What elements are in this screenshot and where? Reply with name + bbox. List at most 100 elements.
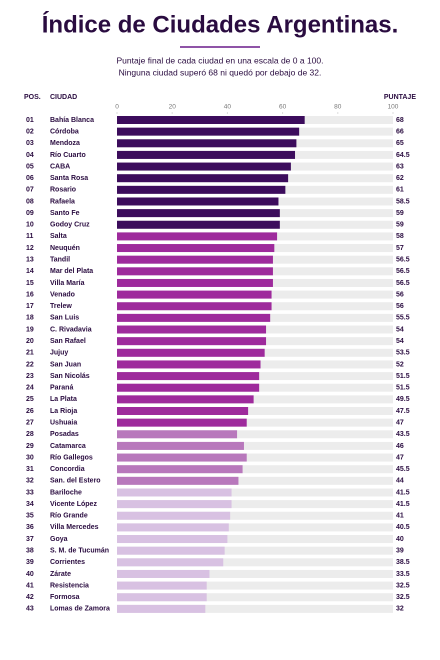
value-label: 63 bbox=[396, 163, 404, 170]
city-label: Santa Rosa bbox=[50, 175, 88, 182]
value-label: 56.5 bbox=[396, 268, 410, 275]
city-label: Goya bbox=[50, 536, 68, 543]
value-label: 54 bbox=[396, 326, 404, 333]
chart-title: Índice de Ciudades Argentinas. bbox=[42, 10, 399, 38]
bar-track bbox=[117, 441, 393, 450]
value-label: 65 bbox=[396, 140, 404, 147]
bar bbox=[117, 139, 297, 148]
position-label: 16 bbox=[26, 291, 34, 298]
city-label: Río Gallegos bbox=[50, 454, 93, 461]
city-label: Mar del Plata bbox=[50, 268, 93, 275]
bar-track bbox=[117, 395, 393, 404]
bar-track bbox=[117, 488, 393, 497]
position-label: 06 bbox=[26, 175, 34, 182]
city-label: Godoy Cruz bbox=[50, 222, 90, 229]
city-label: Catamarca bbox=[50, 443, 86, 450]
value-label: 41 bbox=[396, 513, 404, 520]
bar bbox=[117, 593, 207, 602]
value-label: 62 bbox=[396, 175, 404, 182]
city-label: Jujuy bbox=[50, 350, 68, 357]
value-label: 56.5 bbox=[396, 257, 410, 264]
position-label: 21 bbox=[26, 350, 34, 357]
bar bbox=[117, 313, 271, 322]
bar-track bbox=[117, 604, 393, 613]
x-tick-label: 40 bbox=[224, 104, 232, 111]
position-label: 30 bbox=[26, 454, 34, 461]
position-label: 05 bbox=[26, 163, 34, 170]
city-label: San Nicolás bbox=[50, 373, 90, 380]
city-label: C. Rivadavia bbox=[50, 326, 92, 333]
city-label: Ushuaia bbox=[50, 419, 77, 426]
bar bbox=[117, 360, 261, 369]
bar bbox=[117, 476, 239, 485]
value-label: 53.5 bbox=[396, 350, 410, 357]
city-label: Tandil bbox=[50, 257, 70, 264]
bar bbox=[117, 197, 279, 206]
position-label: 19 bbox=[26, 326, 34, 333]
value-label: 61 bbox=[396, 187, 404, 194]
city-label: San Juan bbox=[50, 361, 81, 368]
bar bbox=[117, 558, 224, 567]
position-label: 41 bbox=[26, 582, 34, 589]
value-label: 68 bbox=[396, 117, 404, 124]
bar-track bbox=[117, 523, 393, 532]
city-label: San Rafael bbox=[50, 338, 86, 345]
position-label: 28 bbox=[26, 431, 34, 438]
value-label: 64.5 bbox=[396, 152, 410, 159]
bar bbox=[117, 232, 278, 241]
position-label: 25 bbox=[26, 396, 34, 403]
city-label: San Luis bbox=[50, 315, 79, 322]
city-label: Vicente López bbox=[50, 501, 97, 508]
position-label: 35 bbox=[26, 513, 34, 520]
value-label: 47 bbox=[396, 454, 404, 461]
value-label: 43.5 bbox=[396, 431, 410, 438]
value-label: 54 bbox=[396, 338, 404, 345]
bar-track bbox=[117, 581, 393, 590]
bar bbox=[117, 209, 280, 218]
value-label: 39 bbox=[396, 548, 404, 555]
position-label: 10 bbox=[26, 222, 34, 229]
bar bbox=[117, 465, 243, 474]
x-tick-label: 60 bbox=[279, 104, 287, 111]
bar bbox=[117, 546, 225, 555]
position-label: 43 bbox=[26, 606, 34, 613]
x-tick-label: 80 bbox=[334, 104, 342, 111]
position-label: 42 bbox=[26, 594, 34, 601]
subtitle: Puntaje final de cada ciudad en una esca… bbox=[117, 55, 324, 65]
value-label: 47 bbox=[396, 419, 404, 426]
value-label: 52 bbox=[396, 361, 404, 368]
bar bbox=[117, 255, 273, 264]
position-label: 36 bbox=[26, 524, 34, 531]
city-label: Zárate bbox=[50, 571, 71, 578]
value-label: 40.5 bbox=[396, 524, 410, 531]
value-label: 47.5 bbox=[396, 408, 410, 415]
bar bbox=[117, 325, 267, 334]
bar bbox=[117, 162, 291, 171]
bar bbox=[117, 488, 232, 497]
value-label: 51.5 bbox=[396, 373, 410, 380]
position-label: 18 bbox=[26, 315, 34, 322]
bar bbox=[117, 278, 273, 287]
bar bbox=[117, 174, 289, 183]
position-label: 01 bbox=[26, 117, 34, 124]
city-label: Mendoza bbox=[50, 140, 80, 147]
value-label: 44 bbox=[396, 478, 404, 485]
city-label: La Plata bbox=[50, 396, 77, 403]
city-label: S. M. de Tucumán bbox=[50, 548, 109, 555]
bar bbox=[117, 267, 273, 276]
position-label: 27 bbox=[26, 419, 34, 426]
city-label: San. del Estero bbox=[50, 478, 101, 485]
city-label: Posadas bbox=[50, 431, 79, 438]
bar bbox=[117, 302, 272, 311]
bar bbox=[117, 407, 249, 415]
value-label: 32 bbox=[396, 606, 404, 613]
value-label: 66 bbox=[396, 128, 404, 135]
city-label: Corrientes bbox=[50, 559, 85, 566]
bar-track bbox=[117, 465, 393, 474]
position-label: 24 bbox=[26, 385, 34, 392]
bar bbox=[117, 150, 296, 159]
bar bbox=[117, 185, 286, 194]
position-label: 02 bbox=[26, 128, 34, 135]
bar-track bbox=[117, 535, 393, 544]
